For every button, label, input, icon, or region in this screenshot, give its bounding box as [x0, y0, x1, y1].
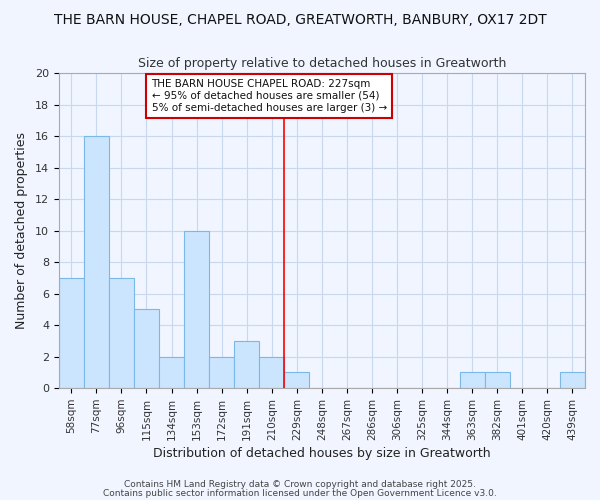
Bar — [59, 278, 84, 388]
Bar — [284, 372, 310, 388]
Bar — [84, 136, 109, 388]
Bar — [109, 278, 134, 388]
X-axis label: Distribution of detached houses by size in Greatworth: Distribution of detached houses by size … — [153, 447, 491, 460]
Bar — [460, 372, 485, 388]
Bar — [159, 356, 184, 388]
Bar — [560, 372, 585, 388]
Bar — [234, 341, 259, 388]
Bar — [209, 356, 234, 388]
Text: THE BARN HOUSE, CHAPEL ROAD, GREATWORTH, BANBURY, OX17 2DT: THE BARN HOUSE, CHAPEL ROAD, GREATWORTH,… — [53, 12, 547, 26]
Bar — [184, 230, 209, 388]
Text: THE BARN HOUSE CHAPEL ROAD: 227sqm
← 95% of detached houses are smaller (54)
5% : THE BARN HOUSE CHAPEL ROAD: 227sqm ← 95%… — [152, 80, 387, 112]
Text: Contains public sector information licensed under the Open Government Licence v3: Contains public sector information licen… — [103, 488, 497, 498]
Bar — [485, 372, 510, 388]
Title: Size of property relative to detached houses in Greatworth: Size of property relative to detached ho… — [138, 58, 506, 70]
Y-axis label: Number of detached properties: Number of detached properties — [15, 132, 28, 329]
Bar — [259, 356, 284, 388]
Text: Contains HM Land Registry data © Crown copyright and database right 2025.: Contains HM Land Registry data © Crown c… — [124, 480, 476, 489]
Bar — [134, 310, 159, 388]
